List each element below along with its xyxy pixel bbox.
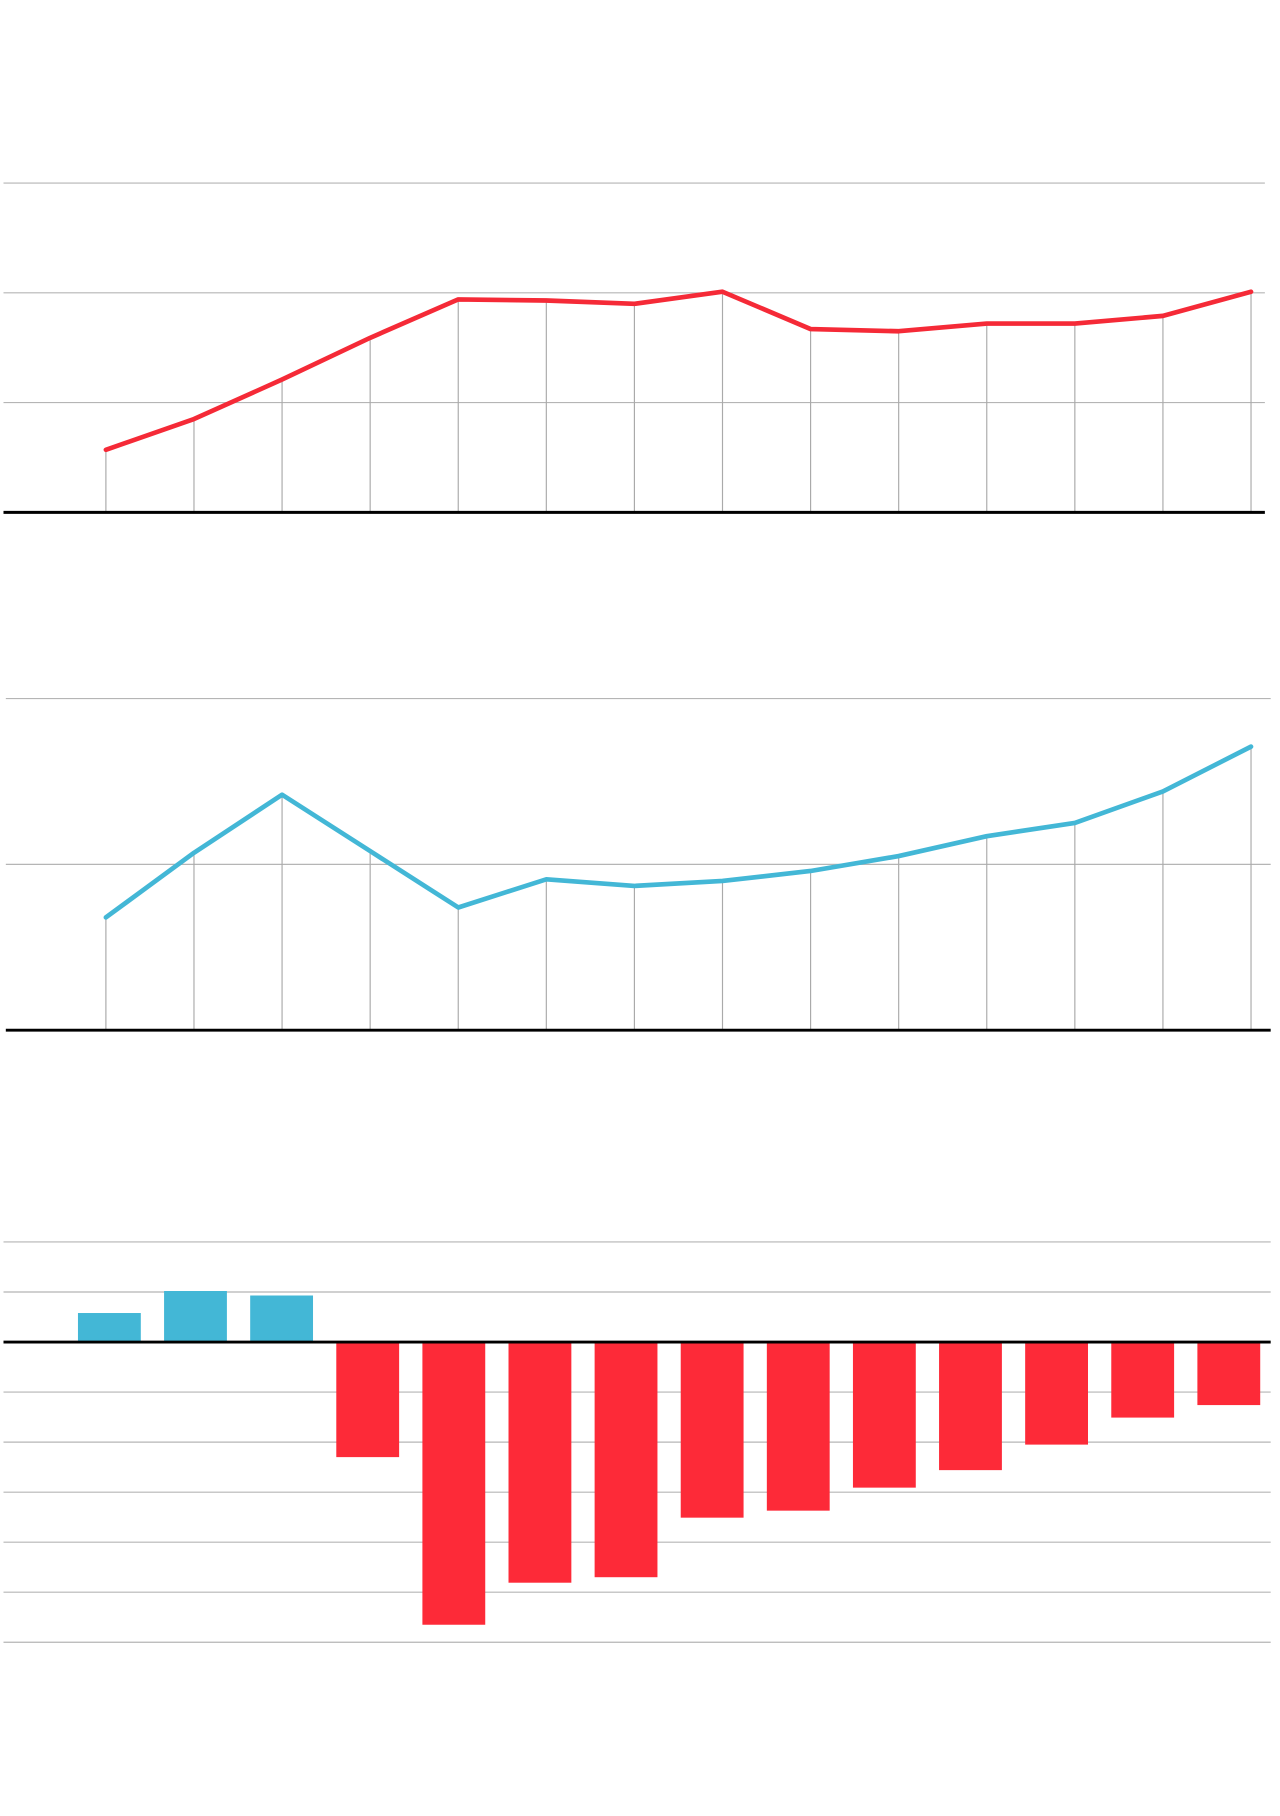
bar <box>250 1295 314 1343</box>
bar <box>939 1342 1002 1471</box>
bar <box>594 1342 658 1578</box>
bar <box>1111 1342 1175 1418</box>
bar <box>422 1342 486 1625</box>
bar <box>680 1342 744 1518</box>
line <box>103 744 1254 920</box>
bar <box>164 1290 227 1343</box>
bar <box>508 1342 572 1583</box>
bar <box>1197 1342 1261 1406</box>
bar <box>852 1342 916 1488</box>
bar <box>336 1342 400 1458</box>
bar <box>1025 1342 1088 1445</box>
bar <box>766 1342 830 1511</box>
bar <box>77 1313 141 1343</box>
line <box>103 289 1254 453</box>
